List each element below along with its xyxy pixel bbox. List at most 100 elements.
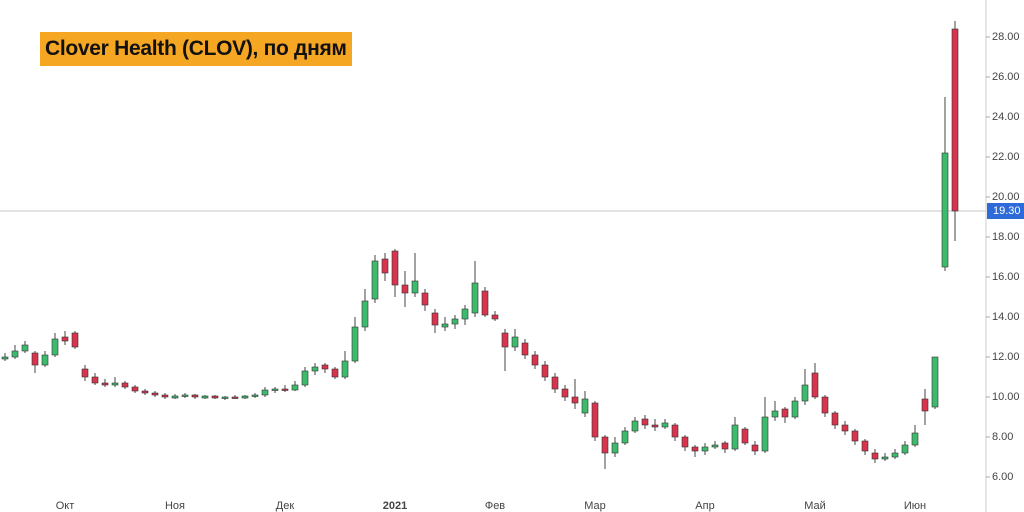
x-tick-label: Фев [485,500,505,512]
candle-body [491,314,499,320]
candle-body [271,388,279,391]
y-tick-label: 18.00 [992,231,1020,243]
candle-body [531,354,539,366]
x-tick-label: Окт [56,500,75,512]
x-tick-label: Ноя [165,500,185,512]
candle-body [691,446,699,452]
candle-body [351,326,359,362]
candle-body [61,336,69,342]
candle-body [591,402,599,438]
candle-body [801,384,809,402]
candle-body [941,152,949,268]
candle-body [11,350,19,358]
candle-body [831,412,839,426]
candle-body [611,442,619,454]
candle-body [111,382,119,386]
candle-body [701,446,709,452]
candle-body [501,332,509,348]
candle-body [761,416,769,452]
chart-title: Clover Health (CLOV), по дням [40,32,352,66]
candle-body [851,430,859,442]
candle-body [131,386,139,392]
candle-body [291,384,299,391]
candle-body [261,389,269,396]
candle-body [671,424,679,438]
candle-body [181,394,189,397]
candle-body [281,388,289,391]
y-tick-label: 12.00 [992,351,1020,363]
x-tick-label: 2021 [383,500,407,512]
y-tick-label: 28.00 [992,31,1020,43]
candle-body [811,372,819,398]
x-tick-label: Мар [584,500,606,512]
candle-body [101,382,109,386]
candle-body [791,400,799,418]
candle-body [311,366,319,372]
candle-body [471,282,479,314]
last-price-box [987,203,1024,219]
candle-body [1,356,9,360]
candle-body [241,395,249,399]
candle-body [771,410,779,418]
candle-body [721,442,729,450]
x-tick-label: Май [804,500,826,512]
candle-body [171,395,179,399]
candle-body [751,444,759,452]
candle-body [521,342,529,356]
candle-body [921,398,929,412]
candle-body [141,390,149,394]
candle-body [681,436,689,448]
y-tick-label: 14.00 [992,311,1020,323]
candle-body [541,364,549,378]
candle-body [121,382,129,388]
candle-body [51,338,59,356]
candle-body [401,284,409,294]
candle-body [581,398,589,414]
candle-body [711,444,719,448]
candle-body [81,368,89,378]
candle-body [211,395,219,399]
candle-body [601,436,609,454]
candle-body [321,364,329,370]
candle-body [881,456,889,460]
candle-body [631,420,639,432]
candle-body [421,292,429,306]
candle-body [951,28,959,212]
candle-body [481,290,489,316]
candle-body [731,424,739,450]
candle-body [251,394,259,397]
candle-body [191,394,199,398]
y-tick-label: 6.00 [992,471,1013,483]
candle-body [901,444,909,454]
candle-body [371,260,379,300]
candle-body [561,388,569,398]
candle-body [431,312,439,326]
candle-body [651,424,659,428]
x-tick-label: Июн [904,500,926,512]
candle-body [21,344,29,352]
candle-body [91,376,99,384]
candle-body [331,368,339,378]
x-tick-label: Дек [276,500,295,512]
candle-body [891,452,899,458]
candle-body [741,428,749,444]
candle-body [641,418,649,426]
candle-body [451,318,459,325]
candle-body [931,356,939,408]
candle-body [551,376,559,390]
last-price-label: 19.30 [993,205,1021,217]
y-tick-label: 10.00 [992,391,1020,403]
candle-body [911,432,919,446]
candle-body [381,258,389,274]
candle-body [861,440,869,452]
candle-body [411,280,419,294]
candle-body [511,336,519,348]
y-tick-label: 26.00 [992,71,1020,83]
candle-body [781,408,789,418]
candle-body [441,323,449,328]
x-tick-label: Апр [695,500,714,512]
candle-body [661,422,669,428]
candle-body [821,396,829,414]
candle-body [71,332,79,348]
